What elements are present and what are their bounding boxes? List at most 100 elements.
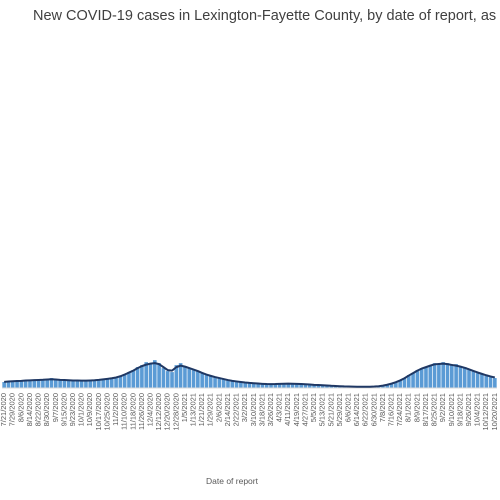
x-tick-label: 2/22/2021: [232, 393, 241, 426]
bar: [174, 365, 179, 388]
bar: [213, 377, 217, 388]
x-tick-label: 8/30/2020: [42, 393, 51, 426]
x-tick-label: 5/29/2021: [335, 393, 344, 426]
bar: [449, 365, 454, 388]
x-tick-label: 7/29/2020: [8, 393, 17, 426]
bar: [402, 378, 407, 388]
bar: [484, 376, 489, 388]
x-tick-label: 11/10/2020: [120, 393, 129, 430]
bar: [122, 374, 127, 388]
x-tick-label: 10/17/2020: [94, 393, 103, 431]
bar: [471, 371, 476, 388]
bar: [424, 367, 428, 388]
bar: [84, 381, 88, 388]
bar: [148, 364, 153, 388]
bar: [101, 379, 105, 388]
bar: [36, 380, 41, 388]
bar: [389, 383, 394, 388]
bar: [329, 385, 334, 388]
bar: [226, 380, 230, 388]
bar: [183, 366, 187, 388]
bar: [260, 383, 265, 388]
bar: [419, 368, 424, 388]
bar: [196, 371, 200, 388]
x-tick-label: 12/12/2020: [154, 393, 163, 431]
bar: [325, 385, 329, 388]
x-tick-label: 9/26/2021: [464, 393, 473, 426]
bar: [454, 364, 458, 388]
bar: [264, 384, 269, 388]
bar: [41, 379, 45, 388]
x-tick-label: 8/25/2021: [430, 393, 439, 426]
x-tick-label: 10/12/2021: [481, 393, 490, 431]
bar: [299, 384, 303, 388]
x-tick-label: 10/4/2021: [473, 393, 482, 426]
x-tick-label: 9/15/2020: [59, 393, 68, 426]
x-tick-label: 6/30/2021: [369, 393, 378, 426]
bar: [381, 385, 385, 388]
bar: [58, 380, 62, 388]
x-tick-label: 9/23/2020: [68, 393, 77, 426]
x-tick-label: 10/20/2021: [490, 393, 499, 431]
x-tick-label: 6/22/2021: [361, 393, 370, 426]
bar: [462, 367, 467, 388]
x-tick-label: 4/3/2021: [275, 393, 284, 422]
bar: [320, 385, 325, 388]
bar: [312, 384, 316, 388]
bar: [230, 381, 235, 388]
bar: [488, 377, 493, 388]
bar: [157, 363, 161, 388]
bar: [97, 379, 101, 388]
bar: [247, 383, 252, 388]
x-tick-label: 9/18/2021: [455, 393, 464, 426]
bar: [19, 381, 24, 388]
bar: [15, 380, 19, 388]
x-tick-label: 8/22/2020: [34, 393, 43, 426]
bar: [53, 379, 58, 388]
bar: [208, 376, 213, 388]
x-tick-label: 11/2/2020: [111, 393, 120, 426]
bar: [127, 372, 131, 388]
bar: [187, 368, 192, 388]
x-tick-label: 4/27/2021: [300, 393, 309, 426]
bar: [118, 376, 123, 388]
x-tick-label: 3/18/2021: [257, 393, 266, 426]
bar: [385, 384, 390, 388]
bar: [394, 382, 398, 388]
bar: [6, 381, 11, 388]
x-tick-label: 3/26/2021: [266, 393, 275, 426]
bar: [79, 380, 84, 388]
bar: [432, 363, 437, 388]
x-tick-label: 12/28/2020: [171, 393, 180, 431]
bar: [71, 381, 75, 388]
x-tick-label: 10/9/2020: [85, 393, 94, 426]
bar: [398, 380, 402, 388]
x-tick-label: 8/14/2020: [25, 393, 34, 426]
x-tick-label: 1/13/2021: [189, 393, 198, 426]
x-tick-label: 7/24/2021: [395, 393, 404, 426]
x-tick-label: 10/25/2020: [102, 393, 111, 431]
x-tick-label: 8/6/2020: [16, 393, 25, 422]
bar: [131, 370, 136, 388]
x-tick-label: 7/8/2021: [378, 393, 387, 422]
bar: [105, 378, 110, 388]
bar: [295, 383, 299, 388]
bar: [316, 385, 321, 388]
bar: [200, 373, 204, 388]
x-tick-label: 9/10/2021: [447, 393, 456, 426]
bar: [75, 380, 80, 388]
x-tick-label: 7/21/2020: [0, 393, 8, 426]
bar: [49, 378, 54, 388]
bar: [243, 382, 248, 388]
x-tick-label: 11/26/2020: [137, 393, 146, 430]
bar: [256, 383, 260, 388]
bar: [467, 369, 471, 388]
bar: [480, 374, 484, 388]
x-tick-label: 11/18/2020: [128, 393, 137, 430]
bar: [114, 377, 118, 388]
bar: [144, 362, 149, 388]
average-line: [4, 362, 496, 388]
bar: [221, 379, 226, 388]
bar: [152, 360, 157, 388]
